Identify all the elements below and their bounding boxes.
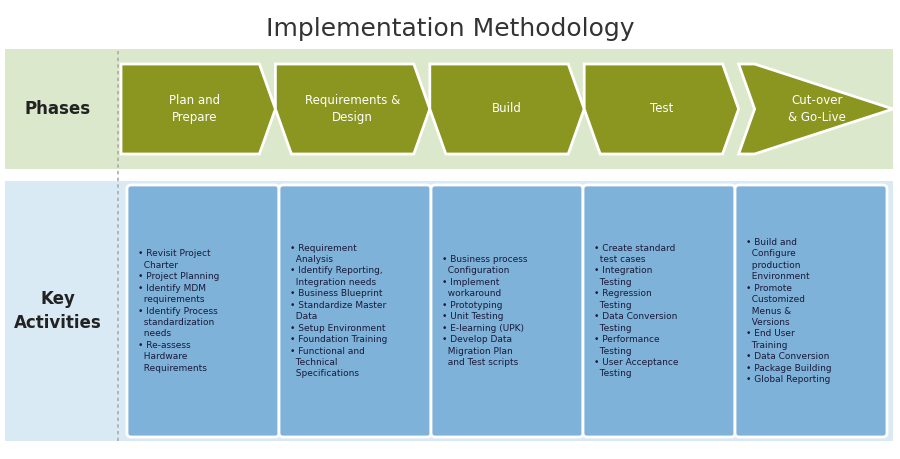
Text: Key
Activities: Key Activities [14,290,102,332]
FancyBboxPatch shape [279,185,431,437]
Polygon shape [275,64,430,154]
FancyBboxPatch shape [127,185,279,437]
Text: Phases: Phases [24,100,91,118]
Bar [5,181,893,441]
Text: • Requirement
  Analysis
• Identify Reporting,
  Integration needs
• Business Bl: • Requirement Analysis • Identify Report… [290,244,387,379]
Text: • Create standard
  test cases
• Integration
  Testing
• Regression
  Testing
• : • Create standard test cases • Integrati… [594,244,679,379]
Polygon shape [121,64,275,154]
Text: Cut-over
& Go-Live: Cut-over & Go-Live [788,94,846,124]
Text: Requirements &
Design: Requirements & Design [305,94,400,124]
Text: Build: Build [492,102,522,116]
Polygon shape [739,64,893,154]
Text: Test: Test [650,102,673,116]
Text: • Build and
  Configure
  production
  Environment
• Promote
  Customized
  Menu: • Build and Configure production Environ… [746,238,832,384]
Polygon shape [430,64,584,154]
Text: • Revisit Project
  Charter
• Project Planning
• Identify MDM
  requirements
• I: • Revisit Project Charter • Project Plan… [138,249,220,373]
FancyBboxPatch shape [583,185,735,437]
Bar [5,49,893,169]
Text: Implementation Methodology: Implementation Methodology [266,17,634,41]
Polygon shape [584,64,739,154]
Text: • Business process
  Configuration
• Implement
  workaround
• Prototyping
• Unit: • Business process Configuration • Imple… [442,255,527,367]
FancyBboxPatch shape [431,185,583,437]
FancyBboxPatch shape [735,185,887,437]
Text: Plan and
Prepare: Plan and Prepare [169,94,220,124]
